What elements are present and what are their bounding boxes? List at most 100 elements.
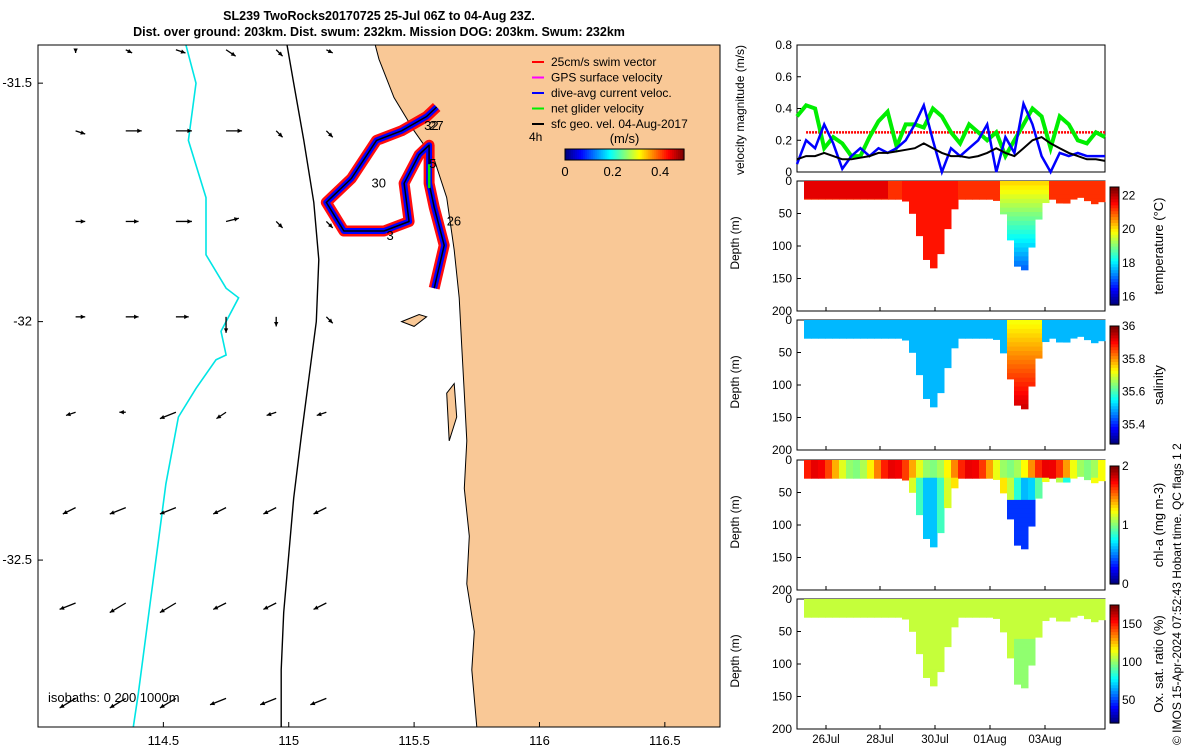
oxygen-cell [923, 647, 931, 653]
chl-a-cell [902, 473, 910, 479]
oxygen-ytick-label: 150 [772, 690, 792, 704]
chl-a-cell [874, 473, 882, 479]
salinity-colorbar-cell [1110, 379, 1119, 383]
salinity-cell [1098, 320, 1106, 325]
oxygen-cell [1028, 612, 1036, 618]
salinity-cell [888, 320, 896, 325]
oxygen-cell [1028, 607, 1036, 613]
salinity-cell [818, 333, 826, 339]
temperature-cell [944, 189, 952, 195]
chl-a-colorbar-cell [1110, 554, 1119, 559]
chl-a-cell [1049, 473, 1057, 479]
chl-a-cell [1028, 468, 1036, 474]
chl-a-cell [951, 473, 959, 479]
oxygen-cell [1028, 661, 1036, 666]
temperature-cell [888, 198, 896, 200]
oxygen-cell [930, 634, 938, 640]
salinity-cell [951, 337, 959, 343]
oxygen-cell [1091, 616, 1099, 622]
chl-a-cell [1014, 530, 1022, 536]
oxygen-cell [993, 607, 1001, 613]
salinity-cell [1028, 320, 1036, 325]
temperature-cell [846, 194, 854, 200]
speed-colorbar-cell [636, 149, 639, 160]
oxygen-cell [804, 603, 812, 609]
oxygen-cell [979, 599, 987, 604]
temperature-cell [951, 203, 959, 209]
chl-a-cell [916, 504, 924, 510]
oxygen-cell [1091, 621, 1099, 623]
oxygen-colorbar-cell [1110, 649, 1119, 653]
oxygen-colorbar-cell [1110, 717, 1119, 721]
oxygen-cell [993, 612, 1001, 618]
temperature-cell [1028, 189, 1036, 195]
temperature-cell [1021, 220, 1029, 226]
temperature-cell [916, 216, 924, 222]
temperature-colorbar-cell [1110, 293, 1119, 297]
temperature-cell [972, 185, 980, 191]
chl-a-cell [1007, 508, 1015, 514]
temperature-colorbar-cell [1110, 290, 1119, 294]
chl-a-cell [1000, 473, 1008, 479]
oxygen-cell [1070, 603, 1078, 609]
speed-colorbar-cell [672, 149, 675, 160]
salinity-cell [1084, 337, 1092, 341]
chl-a-cell [909, 468, 917, 474]
temperature-cell [979, 189, 987, 195]
chl-a-colorbar-cell [1110, 563, 1119, 567]
temperature-cell [1021, 216, 1029, 222]
temperature-cell [1000, 212, 1008, 215]
temperature-ylabel: Depth (m) [728, 216, 742, 269]
chl-a-cell [916, 473, 924, 479]
chl-a-cell [846, 477, 854, 479]
chl-a-cell [1021, 539, 1029, 545]
oxygen-cell [1056, 607, 1064, 613]
temperature-cell [937, 216, 945, 222]
chl-a-cell [832, 460, 840, 465]
oxygen-colorbar-cell [1110, 616, 1119, 621]
track-day-label: 27 [429, 118, 443, 133]
temperature-colorbar-cell [1110, 257, 1119, 262]
chl-a-cell [881, 477, 889, 479]
temperature-cell [1000, 194, 1008, 200]
oxygen-cell [818, 599, 826, 604]
chl-a-cell [1070, 468, 1078, 474]
temperature-cell [804, 198, 812, 200]
salinity-cell [923, 320, 931, 325]
salinity-cell [909, 351, 917, 353]
temperature-cell [1007, 185, 1015, 191]
salinity-cell [923, 390, 931, 396]
salinity-cell [965, 333, 973, 339]
temperature-cell [986, 181, 994, 186]
salinity-cell [909, 346, 917, 352]
oxygen-cell [944, 607, 952, 613]
temperature-cell [1021, 212, 1029, 217]
oxygen-cell [825, 612, 833, 618]
temperature-cell [1021, 194, 1029, 200]
oxygen-cell [1021, 687, 1029, 689]
salinity-cell [993, 324, 1001, 330]
chl-a-cell [916, 468, 924, 474]
salinity-cell [979, 333, 987, 339]
speed-colorbar-tick: 0.4 [651, 164, 669, 179]
salinity-ytick-label: 0 [785, 313, 792, 327]
oxygen-cell [923, 669, 931, 675]
temperature-cell [1084, 181, 1092, 186]
temperature-cell [937, 194, 945, 200]
oxygen-cell [1063, 603, 1071, 609]
chl-a-cell [930, 473, 938, 479]
chl-a-cell [993, 464, 1001, 470]
chl-a-cell [909, 464, 917, 470]
salinity-cell [958, 337, 966, 339]
salinity-colorbar-cell [1110, 390, 1119, 395]
salinity-cell [1000, 324, 1008, 330]
chl-a-cell [916, 491, 924, 496]
chl-a-colorbar-cell [1110, 501, 1119, 505]
chl-a-cell [832, 468, 840, 474]
chl-a-cell [825, 473, 833, 479]
salinity-cell [930, 346, 938, 352]
temperature-cell [1063, 194, 1071, 200]
oxygen-cell [881, 607, 889, 613]
oxygen-cell [1042, 603, 1050, 609]
